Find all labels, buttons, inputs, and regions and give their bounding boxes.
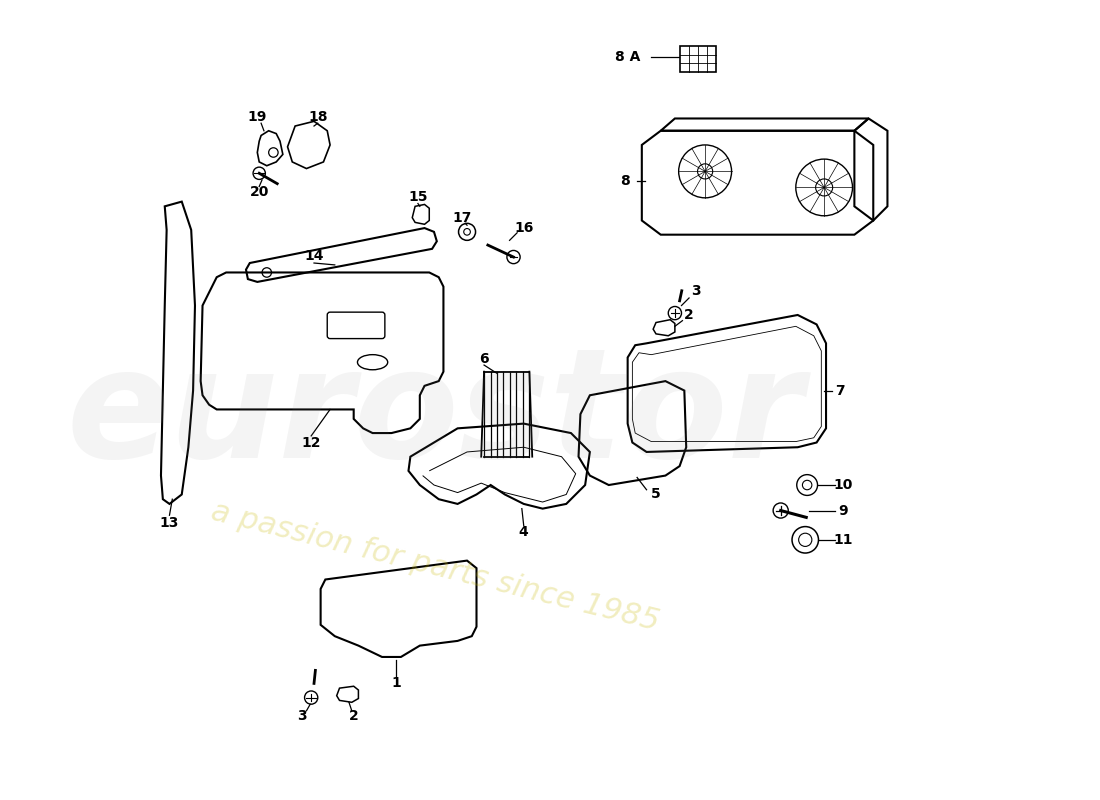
Circle shape — [773, 503, 789, 518]
Text: 2: 2 — [349, 710, 359, 723]
Text: 5: 5 — [651, 487, 661, 502]
Text: 14: 14 — [305, 250, 323, 263]
Text: 20: 20 — [250, 185, 268, 199]
Text: 19: 19 — [248, 110, 267, 123]
Text: 10: 10 — [834, 478, 852, 492]
Circle shape — [507, 250, 520, 264]
Text: 1: 1 — [392, 677, 402, 690]
Text: 18: 18 — [308, 110, 328, 123]
Text: eurostor: eurostor — [66, 341, 803, 490]
Text: 3: 3 — [297, 710, 307, 723]
Text: 12: 12 — [301, 435, 321, 450]
Text: 15: 15 — [408, 190, 428, 204]
Text: 8: 8 — [620, 174, 629, 188]
Text: 4: 4 — [519, 526, 529, 539]
Text: 2: 2 — [684, 308, 694, 322]
Text: 17: 17 — [452, 210, 472, 225]
Text: 7: 7 — [835, 383, 845, 398]
Text: 16: 16 — [514, 221, 534, 235]
Text: 3: 3 — [691, 284, 701, 298]
Circle shape — [669, 306, 682, 320]
Text: 6: 6 — [480, 352, 488, 366]
Text: a passion for parts since 1985: a passion for parts since 1985 — [208, 497, 662, 636]
Circle shape — [253, 167, 265, 179]
Text: 9: 9 — [838, 505, 848, 518]
Text: 11: 11 — [834, 533, 852, 547]
Circle shape — [305, 691, 318, 704]
Text: 13: 13 — [160, 516, 179, 530]
Text: 8 A: 8 A — [615, 50, 640, 64]
